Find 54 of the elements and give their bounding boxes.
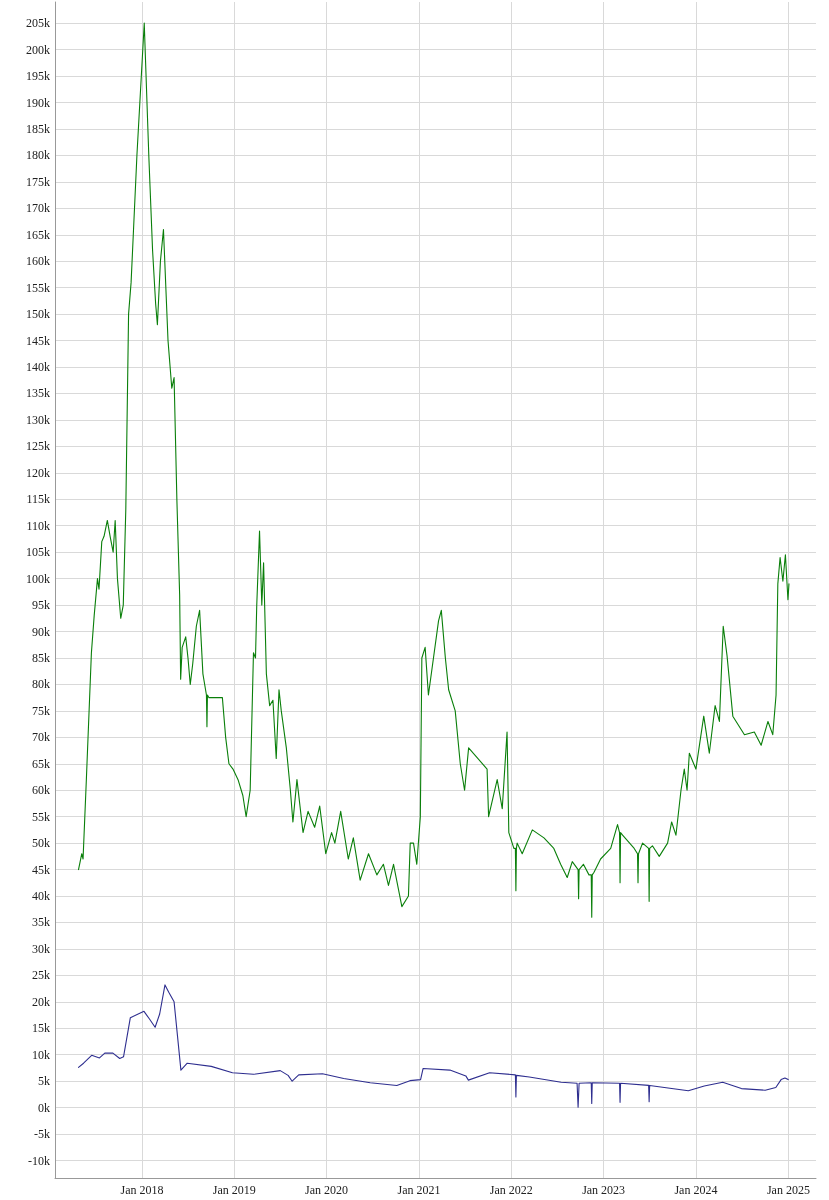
- y-tick-label: 50k: [32, 836, 50, 851]
- y-tick-label: 45k: [32, 862, 50, 877]
- y-tick-label: 110k: [26, 518, 50, 533]
- y-tick-label: 135k: [26, 386, 50, 401]
- x-tick-label: Jan 2025: [766, 1183, 810, 1197]
- x-tick-label: Jan 2020: [305, 1183, 349, 1197]
- x-tick-label: Jan 2024: [674, 1183, 718, 1197]
- x-tick-label: Jan 2018: [120, 1183, 164, 1197]
- y-tick-label: 35k: [32, 915, 50, 930]
- y-tick-label: 200k: [26, 42, 50, 57]
- y-tick-label: 40k: [32, 889, 50, 904]
- y-tick-label: 90k: [32, 624, 50, 639]
- x-tick-label: Jan 2021: [397, 1183, 441, 1197]
- y-tick-label: -5k: [34, 1127, 50, 1142]
- x-tick-label: Jan 2019: [212, 1183, 256, 1197]
- y-tick-label: 185k: [26, 121, 50, 136]
- y-tick-label: 120k: [26, 465, 50, 480]
- y-tick-label: 150k: [26, 307, 50, 322]
- x-tick-label: Jan 2022: [489, 1183, 533, 1197]
- y-tick-label: 10k: [32, 1047, 50, 1062]
- y-tick-label: 5k: [38, 1074, 50, 1089]
- y-tick-label: 60k: [32, 783, 50, 798]
- y-tick-label: 100k: [26, 571, 50, 586]
- y-tick-label: 145k: [26, 333, 50, 348]
- line-series: [77, 984, 789, 1108]
- y-tick-label: 170k: [26, 201, 50, 216]
- y-tick-label: 85k: [32, 650, 50, 665]
- y-tick-label: 140k: [26, 360, 50, 375]
- y-tick-label: 80k: [32, 677, 50, 692]
- y-tick-label: 165k: [26, 227, 50, 242]
- y-tick-label: 125k: [26, 439, 50, 454]
- y-tick-label: 70k: [32, 730, 50, 745]
- line-series: [77, 22, 790, 918]
- y-tick-label: 180k: [26, 148, 50, 163]
- y-tick-label: 20k: [32, 994, 50, 1009]
- y-tick-label: 55k: [32, 809, 50, 824]
- y-tick-label: 95k: [32, 598, 50, 613]
- x-tick-label: Jan 2023: [582, 1183, 626, 1197]
- y-tick-label: 105k: [26, 545, 50, 560]
- y-tick-label: 160k: [26, 254, 50, 269]
- y-tick-label: 65k: [32, 756, 50, 771]
- y-tick-label: 205k: [26, 16, 50, 31]
- y-tick-label: 155k: [26, 280, 50, 295]
- y-tick-label: 115k: [26, 492, 50, 507]
- y-tick-label: 190k: [26, 95, 50, 110]
- y-tick-label: 75k: [32, 703, 50, 718]
- y-tick-label: 175k: [26, 174, 50, 189]
- y-tick-label: 195k: [26, 69, 50, 84]
- y-tick-label: -10k: [28, 1153, 50, 1168]
- y-tick-label: 25k: [32, 968, 50, 983]
- y-tick-label: 0k: [38, 1100, 50, 1115]
- y-tick-label: 130k: [26, 412, 50, 427]
- y-tick-label: 15k: [32, 1021, 50, 1036]
- y-tick-label: 30k: [32, 941, 50, 956]
